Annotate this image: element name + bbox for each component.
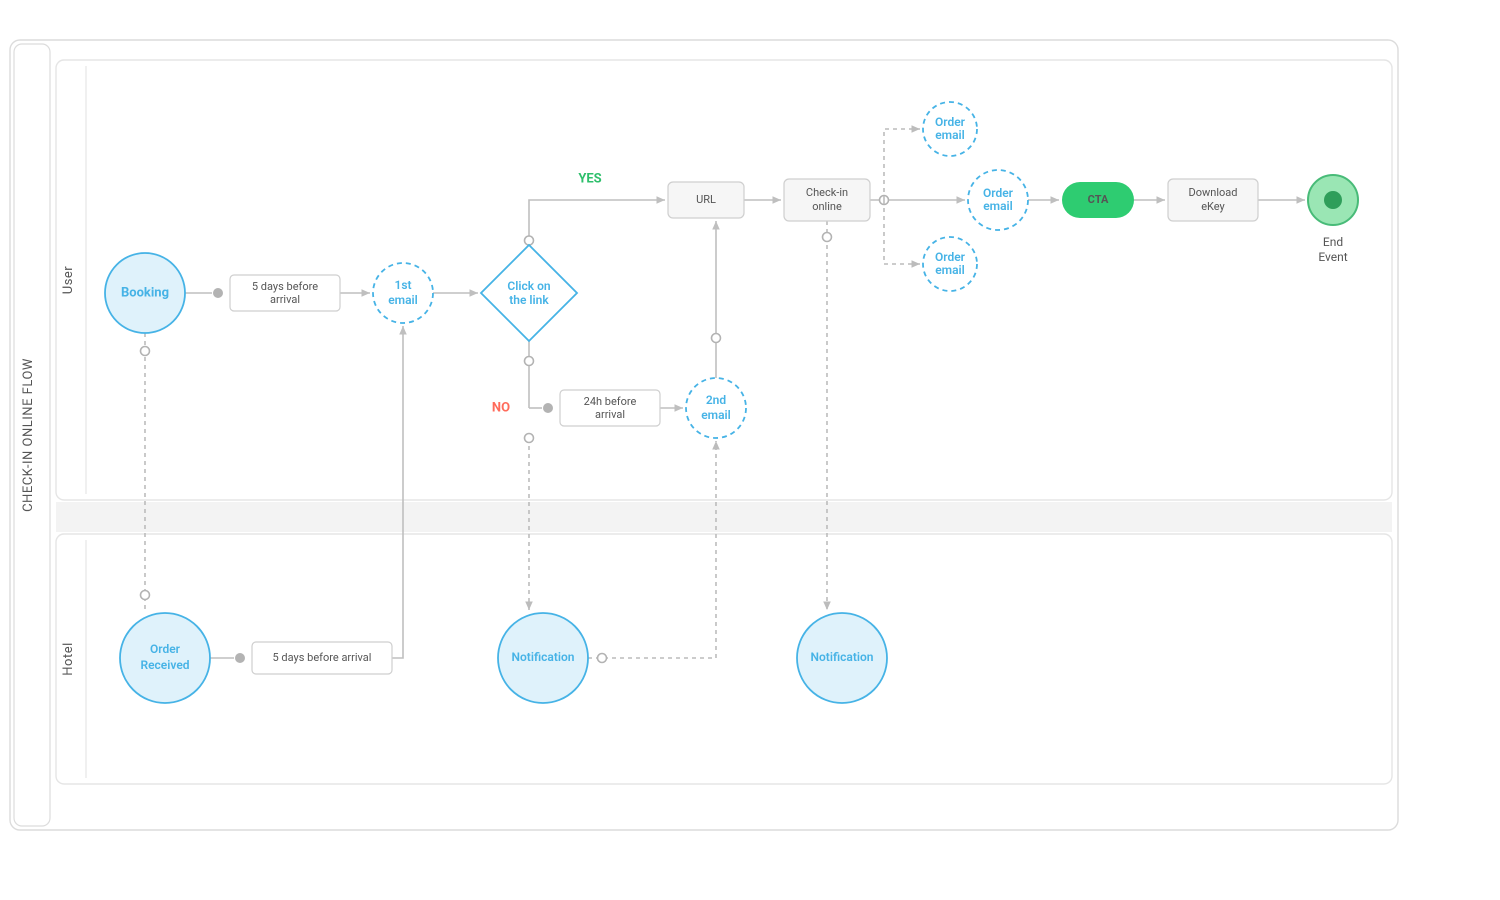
svg-text:Event: Event [1318,250,1347,264]
svg-text:online: online [812,200,842,213]
svg-text:Click on: Click on [507,279,550,293]
svg-text:email: email [983,199,1013,213]
lane-label-user: User [61,266,76,295]
svg-text:Notification: Notification [811,650,874,664]
svg-text:5 days before: 5 days before [252,280,318,293]
svg-text:Order: Order [983,186,1014,200]
svg-text:eKey: eKey [1201,200,1225,213]
svg-text:Booking: Booking [121,285,169,300]
flow-diagram: CHECK-IN ONLINE FLOW User Hotel Booking 5 da… [0,0,1500,900]
svg-text:Order: Order [935,250,966,264]
label-no: NO [492,400,510,415]
svg-text:Received: Received [140,658,189,672]
svg-text:1st: 1st [394,278,411,292]
svg-text:Notification: Notification [512,650,575,664]
svg-text:email: email [935,263,965,277]
svg-text:Check-in: Check-in [806,186,848,199]
svg-text:arrival: arrival [595,408,625,421]
svg-text:Download: Download [1189,186,1238,199]
svg-text:email: email [935,128,965,142]
svg-text:email: email [388,293,418,307]
svg-text:24h before: 24h before [584,395,637,408]
svg-text:CTA: CTA [1088,193,1109,206]
svg-text:the link: the link [509,293,549,307]
svg-text:email: email [701,408,731,422]
svg-text:Order: Order [150,642,181,656]
svg-text:Order: Order [935,115,966,129]
svg-text:End: End [1323,235,1343,249]
svg-text:2nd: 2nd [706,393,727,407]
label-yes: YES [578,171,601,186]
svg-text:URL: URL [696,193,716,206]
svg-text:5 days before arrival: 5 days before arrival [273,651,372,664]
svg-text:arrival: arrival [270,293,300,306]
pool-title: CHECK-IN ONLINE FLOW [21,358,36,512]
lane-label-hotel: Hotel [61,642,76,676]
